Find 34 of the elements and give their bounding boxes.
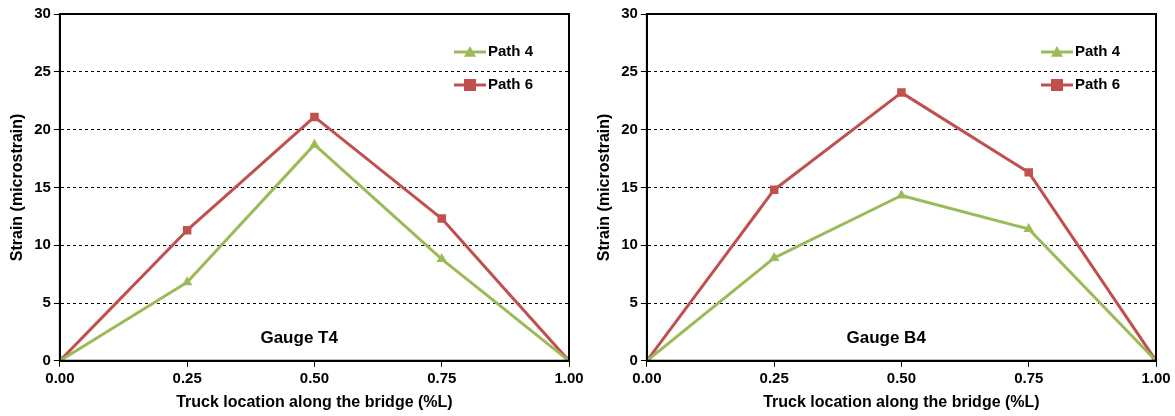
y-tick-label: 5 bbox=[629, 293, 638, 311]
legend-label: Path 4 bbox=[487, 42, 534, 60]
x-tick-label: 0.25 bbox=[759, 368, 789, 386]
y-axis-title: Strain (microstrain) bbox=[595, 113, 613, 262]
x-tick-label: 0.75 bbox=[427, 368, 457, 386]
legend-label: Path 6 bbox=[487, 75, 533, 93]
y-tick-label: 30 bbox=[621, 4, 638, 22]
x-tick-label: 0.50 bbox=[299, 368, 330, 386]
y-tick-label: 0 bbox=[42, 350, 51, 368]
x-tick-label: 1.00 bbox=[554, 368, 584, 386]
x-tick-label: 0.00 bbox=[632, 368, 662, 386]
y-tick-label: 30 bbox=[34, 4, 51, 22]
y-tick-label: 20 bbox=[621, 119, 638, 137]
x-axis-title: Truck location along the bridge (%L) bbox=[763, 392, 1040, 410]
y-tick-label: 5 bbox=[42, 293, 51, 311]
x-axis-title: Truck location along the bridge (%L) bbox=[176, 392, 453, 410]
y-tick-label: 25 bbox=[621, 61, 638, 79]
y-tick-label: 10 bbox=[34, 235, 51, 253]
legend-label: Path 6 bbox=[1074, 75, 1120, 93]
y-tick-label: 10 bbox=[621, 235, 638, 253]
x-tick-label: 0.75 bbox=[1014, 368, 1044, 386]
legend-label: Path 4 bbox=[1074, 42, 1121, 60]
y-axis-title: Strain (microstrain) bbox=[8, 113, 26, 262]
x-tick-label: 1.00 bbox=[1141, 368, 1171, 386]
x-tick-label: 0.25 bbox=[172, 368, 202, 386]
annotation: Gauge B4 bbox=[846, 328, 927, 348]
y-tick-label: 25 bbox=[34, 61, 51, 79]
y-tick-label: 15 bbox=[621, 177, 638, 195]
x-tick-label: 0.00 bbox=[45, 368, 75, 386]
y-tick-label: 15 bbox=[34, 177, 51, 195]
annotation: Gauge T4 bbox=[260, 328, 339, 348]
y-tick-label: 0 bbox=[629, 350, 638, 368]
y-tick-label: 20 bbox=[34, 119, 51, 137]
x-tick-label: 0.50 bbox=[886, 368, 917, 386]
